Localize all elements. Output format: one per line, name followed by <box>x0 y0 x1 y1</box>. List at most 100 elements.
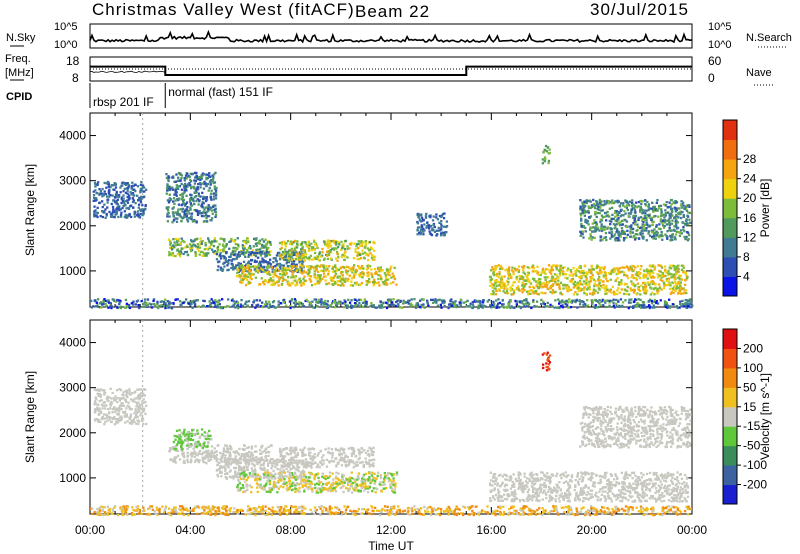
data-point <box>341 302 344 305</box>
data-point <box>503 283 506 286</box>
data-point <box>241 252 244 255</box>
data-point <box>129 398 133 401</box>
data-point <box>135 411 139 414</box>
data-point <box>116 421 119 425</box>
data-point <box>315 244 319 247</box>
data-point <box>331 302 334 305</box>
data-point <box>136 299 140 302</box>
data-point <box>432 215 435 218</box>
data-point <box>141 184 145 187</box>
data-point <box>264 269 267 272</box>
data-point <box>183 191 186 194</box>
data-point <box>651 201 654 204</box>
data-point <box>591 226 595 229</box>
data-point <box>298 259 301 263</box>
data-point <box>272 300 276 303</box>
data-point <box>361 276 364 279</box>
data-point <box>386 271 389 274</box>
data-point <box>531 289 534 292</box>
data-point <box>645 229 648 232</box>
data-point <box>384 280 387 283</box>
data-point <box>506 271 510 274</box>
data-point <box>255 299 258 302</box>
data-point <box>312 248 315 251</box>
data-point <box>581 204 585 207</box>
data-point <box>282 300 286 304</box>
data-point <box>186 458 189 461</box>
data-point <box>671 281 674 284</box>
data-point <box>322 303 326 306</box>
data-point <box>100 411 103 414</box>
data-point <box>300 242 304 245</box>
data-point <box>128 405 131 408</box>
data-point <box>255 450 258 453</box>
data-point <box>266 263 270 266</box>
data-point <box>386 273 390 276</box>
data-point <box>137 199 140 202</box>
data-point <box>193 244 196 247</box>
data-point <box>300 282 303 285</box>
data-point <box>551 276 555 279</box>
data-point <box>507 277 510 280</box>
data-point <box>633 209 637 212</box>
data-point <box>541 267 545 270</box>
data-point <box>438 298 441 301</box>
data-point <box>253 237 256 241</box>
data-point <box>305 265 309 268</box>
data-point <box>359 298 363 301</box>
data-point <box>128 194 131 197</box>
data-point <box>633 219 636 222</box>
data-point <box>247 261 250 264</box>
data-point <box>171 176 174 179</box>
data-point <box>118 209 121 212</box>
data-point <box>140 299 143 303</box>
data-point <box>316 282 319 285</box>
data-point <box>658 274 661 277</box>
data-point <box>318 265 322 268</box>
data-point <box>208 180 212 183</box>
data-point <box>676 221 679 224</box>
data-point <box>246 240 250 244</box>
data-point <box>134 183 137 186</box>
data-point <box>596 264 599 267</box>
data-point <box>500 303 504 306</box>
data-point <box>168 303 171 306</box>
data-point <box>163 302 166 305</box>
data-point <box>441 231 444 234</box>
data-point <box>440 215 443 219</box>
data-point <box>666 272 670 275</box>
data-point <box>278 262 282 266</box>
data-point <box>212 177 215 181</box>
data-point <box>152 302 155 306</box>
data-point <box>614 209 617 213</box>
data-point <box>660 275 663 278</box>
data-point <box>213 447 216 450</box>
data-point <box>232 300 235 303</box>
data-point <box>599 205 602 208</box>
data-point <box>96 304 99 307</box>
data-point <box>185 177 188 180</box>
colorbar-swatch <box>723 465 737 486</box>
data-point <box>580 217 583 220</box>
data-point <box>659 218 662 221</box>
data-point <box>129 191 132 194</box>
data-point <box>263 459 267 462</box>
colorbar-swatch <box>723 159 737 180</box>
nsky-tick-bottom: 10^0 <box>54 39 78 51</box>
data-point <box>242 274 245 277</box>
data-point <box>354 250 357 253</box>
data-point <box>531 277 535 280</box>
data-point <box>617 231 620 234</box>
data-point <box>632 282 635 285</box>
data-point <box>193 300 196 304</box>
data-point <box>680 268 684 271</box>
data-point <box>184 204 187 207</box>
data-point <box>186 210 189 213</box>
data-point <box>526 290 529 293</box>
data-point <box>621 301 625 304</box>
data-point <box>227 262 230 265</box>
data-point <box>608 301 611 304</box>
data-point <box>244 283 248 287</box>
data-point <box>169 242 172 245</box>
data-point <box>407 299 410 302</box>
